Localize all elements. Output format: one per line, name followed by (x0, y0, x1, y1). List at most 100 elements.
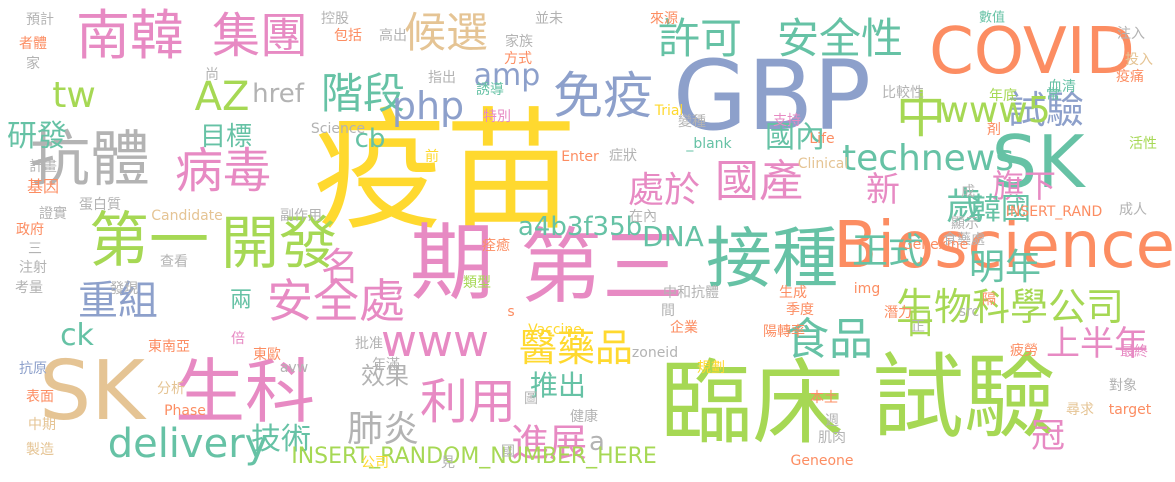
word-cloud-word: 公司 (361, 455, 389, 471)
word-cloud-word: tw (52, 75, 96, 116)
word-cloud-word: 基因 (26, 177, 60, 196)
word-cloud-word: 證實 (39, 206, 67, 222)
word-cloud-word: 投入 (1125, 52, 1153, 68)
word-cloud-word: Geneone (790, 453, 854, 469)
word-cloud-word: 考量 (15, 280, 43, 296)
word-cloud-word: 研發 (7, 119, 67, 154)
word-cloud-word: Science (310, 121, 366, 137)
word-cloud-word: 顯示 (951, 216, 979, 232)
word-cloud-word: 年滿 (372, 357, 400, 373)
word-cloud-word: href (252, 79, 304, 109)
word-cloud-word: zoneid (631, 345, 679, 361)
word-cloud-word: 上半年 (1046, 324, 1148, 364)
word-cloud-word: 安全處 (267, 274, 405, 328)
word-cloud-word: 倍 (231, 331, 245, 347)
word-cloud-word: 正 (911, 319, 925, 335)
word-cloud-word: 類型 (463, 275, 491, 291)
word-cloud-word: 處於 (627, 170, 701, 211)
word-cloud-word: cb (354, 124, 386, 154)
word-cloud-word: 集團 (211, 8, 309, 64)
word-cloud-word: 家族 (505, 34, 533, 50)
word-cloud-word: avw (279, 360, 309, 376)
word-cloud-word: 中 (896, 86, 946, 144)
word-cloud-word: 肺炎 (346, 409, 420, 450)
word-cloud-word: GBP (672, 40, 872, 152)
word-cloud-word: 日 (905, 307, 935, 342)
word-cloud-word: 製造 (26, 442, 54, 458)
word-cloud-word: 階段 (320, 69, 406, 118)
word-cloud-word: 副作用 (280, 208, 322, 224)
word-cloud-word: 推出 (529, 369, 587, 402)
word-cloud-word: 第一 (89, 206, 209, 276)
word-cloud-word: 新 (866, 170, 900, 210)
word-cloud-word: 尚 (205, 67, 219, 83)
word-cloud-word: INSERT_RAND (1005, 204, 1103, 220)
word-cloud-word: 肌肉 (818, 430, 846, 446)
word-cloud-word: 成人 (1119, 202, 1147, 218)
word-cloud-word: Vaccine (528, 322, 582, 338)
word-cloud-word: Phase (164, 403, 206, 419)
word-cloud-word: 企業 (670, 320, 698, 336)
word-cloud-word: 前 (425, 149, 439, 165)
word-cloud-word: 計畫 (29, 159, 57, 175)
word-cloud-word: 規劃 (697, 360, 725, 376)
word-cloud-word: 疲勞 (1010, 343, 1038, 359)
word-cloud-word: 兩 (229, 288, 253, 313)
word-cloud-word: 比較性 (882, 85, 924, 101)
word-cloud-word: 年底 (989, 88, 1017, 104)
word-cloud-word: 潛力 (884, 305, 912, 321)
word-cloud-word: 預計 (26, 12, 54, 28)
word-cloud-word: 病毒 (174, 143, 272, 199)
word-cloud-word: 批准 (355, 336, 383, 352)
word-cloud-word: 成 (961, 184, 975, 200)
word-cloud-word: 目標 (199, 122, 253, 152)
word-cloud-word: 抗體 (30, 125, 150, 195)
word-cloud-word: 國內 (765, 120, 825, 155)
word-cloud-word: 國 (501, 444, 515, 460)
word-cloud-word: 蛋白質 (79, 197, 121, 213)
word-cloud-word: 症狀 (609, 148, 637, 164)
word-cloud-word: AZ (194, 74, 250, 120)
word-cloud-word: 控股 (321, 11, 349, 27)
word-cloud-word: 疫苗 (313, 95, 577, 249)
word-cloud-word: 分析 (157, 381, 185, 397)
word-cloud-word: target (1108, 402, 1152, 418)
word-cloud-word: ck (60, 318, 94, 353)
word-cloud-word: _blank (686, 136, 732, 152)
word-cloud-word: 活性 (1129, 136, 1157, 152)
word-cloud-word: 常 (1046, 87, 1060, 103)
word-cloud-word: img (853, 281, 881, 297)
word-cloud-word: 對象 (1109, 378, 1137, 394)
word-cloud-word: Bioscience (833, 209, 1175, 283)
word-cloud-word: 週 (825, 413, 839, 429)
word-cloud-word: 冠 (1031, 416, 1065, 456)
word-cloud-word: Enter (561, 149, 599, 165)
word-cloud-word: 生成 (779, 285, 807, 301)
word-cloud-word: 重組 (78, 278, 158, 324)
word-cloud-word: 技術 (251, 422, 311, 457)
word-cloud-word: 間 (661, 303, 675, 319)
word-cloud-word: 許可 (657, 14, 743, 63)
word-cloud-word: a (589, 427, 605, 457)
word-cloud-word: www (381, 316, 489, 367)
word-cloud-word: 安全性 (776, 14, 904, 63)
word-cloud-word: 最終 (1120, 344, 1148, 360)
word-cloud-word: 正式 (851, 231, 925, 272)
word-cloud-word: 陽轉率 (763, 324, 805, 340)
word-cloud-word: 國產 (715, 156, 803, 207)
word-cloud-word: 注入 (1117, 26, 1145, 42)
word-cloud-word: 旗下 (991, 167, 1057, 205)
word-cloud-word: 明年 (968, 247, 1042, 288)
word-cloud-word: 食藥處 (943, 232, 985, 248)
word-cloud-word: 試驗 (871, 344, 1057, 451)
word-cloud-word: 來源 (650, 11, 678, 27)
word-cloud-word: DNA (642, 220, 704, 253)
word-cloud-word: 查看 (160, 254, 188, 270)
word-cloud-word: 季度 (786, 302, 814, 318)
word-cloud-word: 剤 (987, 122, 1001, 138)
word-cloud-word: 中期 (28, 417, 56, 433)
word-cloud-word: s (507, 304, 515, 320)
word-cloud-word: 歲 (945, 184, 985, 228)
word-cloud-word: 並未 (535, 11, 563, 27)
